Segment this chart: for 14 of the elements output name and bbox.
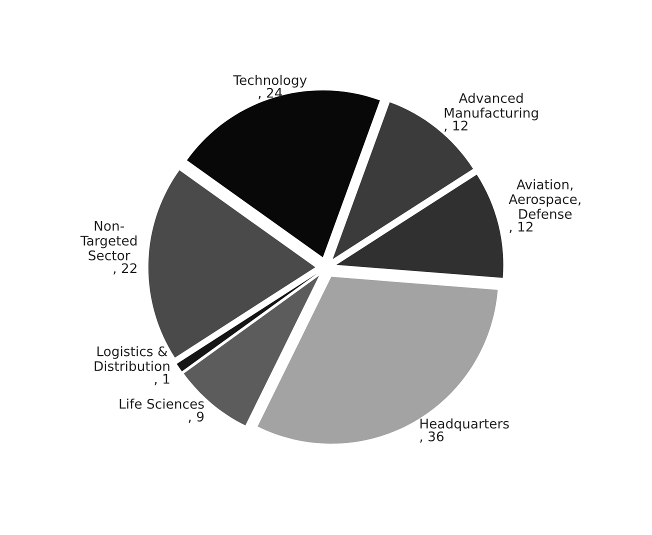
data-label: , 36 <box>420 431 444 443</box>
data-label: , 24 <box>258 88 282 100</box>
slice-label: Advanced Manufacturing <box>444 92 538 120</box>
data-label: , 9 <box>188 412 204 423</box>
data-label: , 12 <box>510 222 532 234</box>
slice-label: Technology <box>233 74 307 88</box>
data-label: , 12 <box>444 120 468 132</box>
slice-label: Headquarters <box>420 418 509 432</box>
slice-label: Logistics & Distribution <box>94 346 170 372</box>
slice-label: Non- Targeted Sector <box>80 221 137 260</box>
slice-label: Life Sciences <box>120 398 204 409</box>
data-label: , 1 <box>154 374 170 386</box>
data-label: , 22 <box>114 263 136 275</box>
slice-label: Aviation, Aerospace, Defense <box>508 179 580 219</box>
